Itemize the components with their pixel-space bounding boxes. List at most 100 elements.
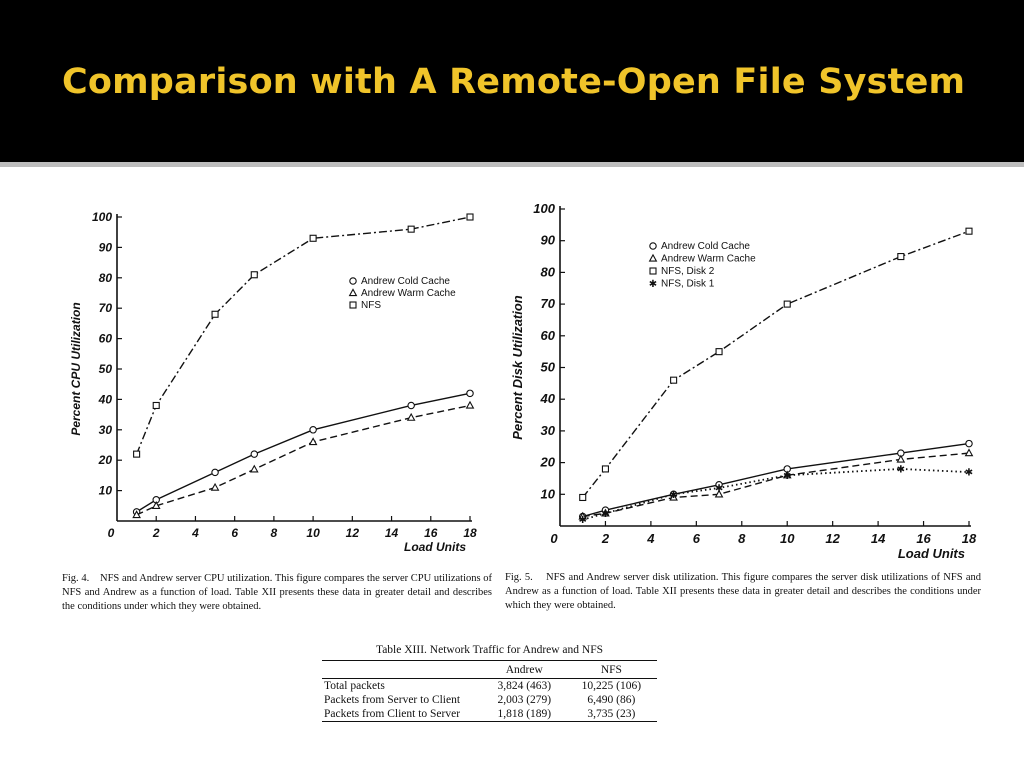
x-tick-label: 14 [385,526,399,540]
legend-entry: Andrew Warm Cache [661,254,756,265]
data-point [406,412,416,421]
x-tick-label: 16 [916,531,931,546]
data-point [649,267,657,275]
data-point [309,426,317,434]
figure-4-label: Fig. 4. [62,573,90,584]
table-row: Packets from Server to Client 2,003 (279… [322,693,657,707]
data-point [407,401,415,410]
table-cell: Packets from Client to Server [324,708,461,720]
data-point [211,310,219,318]
data-point [965,439,973,448]
data-point [152,401,160,410]
x-tick-label: 10 [780,531,795,546]
x-tick-label: 12 [825,531,840,546]
series-line [136,392,471,513]
x-tick-label: 0 [550,531,558,546]
data-point [601,465,609,473]
x-tick-label: 12 [346,526,360,540]
table-cell: 3,824 (463) [497,680,552,692]
data-point [309,234,317,242]
data-point [649,242,657,250]
y-tick-label: 40 [98,392,113,406]
y-tick-label: 20 [98,453,113,467]
table-title: Table XIII. Network Traffic for Andrew a… [375,644,604,656]
y-tick-label: 90 [541,233,556,248]
data-point [669,492,678,501]
data-point: ✱ [601,509,609,520]
slide-header: Comparison with A Remote-Open File Syste… [0,0,1024,162]
slide-title: Comparison with A Remote-Open File Syste… [62,62,966,102]
y-tick-label: 30 [541,423,556,438]
legend-entry: Andrew Cold Cache [361,276,450,287]
table-header-cell [322,660,483,679]
data-point [965,227,973,235]
data-point [407,225,415,233]
data-point [132,510,141,519]
y-axis-label: Percent CPU Utilization [69,302,83,435]
data-point: ✱ [649,279,657,290]
figure-4-text: NFS and Andrew server CPU utilization. T… [62,573,493,612]
table-header-cell: NFS [565,660,657,679]
data-point [465,400,475,409]
data-point [210,482,220,491]
x-tick-label: 18 [463,526,477,540]
legend-entry: Andrew Cold Cache [661,241,750,252]
figure-4-caption: Fig. 4. NFS and Andrew server CPU utiliz… [62,572,492,614]
x-axis-label: Load Units [898,546,965,561]
disk-utilization-chart: 10 20 30 40 50 60 70 80 90 100 0 2 4 6 8 10 12 14 16 18Load… [510,201,977,561]
y-tick-label: 70 [99,301,113,315]
y-tick-label: 90 [99,240,113,254]
legend-entry: Andrew Warm Cache [361,288,456,299]
data-point [250,450,259,458]
x-tick-label: 14 [871,531,886,546]
x-tick-label: 2 [152,526,160,540]
x-tick-label: 8 [738,531,746,546]
y-tick-label: 50 [99,362,113,376]
table-cell: 3,735 (23) [587,708,636,720]
data-point [466,213,474,221]
x-tick-label: 4 [191,526,199,540]
table-row: Packets from Client to Server 1,818 (189… [322,707,657,722]
y-tick-label: 10 [541,486,556,501]
y-tick-label: 100 [533,201,555,216]
x-tick-label: 0 [108,526,115,540]
data-point: ✱ [715,483,723,494]
data-point [133,450,141,458]
y-tick-label: 60 [541,328,556,343]
x-tick-label: 6 [231,526,238,540]
y-tick-label: 60 [99,332,113,346]
data-point [308,437,318,446]
y-tick-label: 50 [541,360,556,375]
table-cell: 1,818 (189) [497,708,552,720]
table-header-row: Andrew NFS [322,660,657,679]
x-tick-label: 4 [646,531,655,546]
x-tick-label: 18 [962,531,977,546]
data-point: ✱ [669,490,677,501]
data-point [349,301,357,309]
y-tick-label: 80 [99,271,113,285]
data-point: ✱ [783,471,791,482]
data-point [897,253,905,261]
cpu-utilization-chart: 10 20 30 40 50 60 70 80 90 100 0 2 4 6 8 10 12 14 16 18Load… [69,210,477,554]
figure-5-text: NFS and Andrew server disk utilization. … [505,572,982,611]
data-point [349,277,357,285]
data-point [466,389,474,398]
x-tick-label: 16 [424,526,438,540]
legend-entry: NFS [361,300,381,311]
data-point [348,288,358,297]
data-point [151,501,161,509]
data-point [670,376,678,384]
figure-5-caption: Fig. 5. NFS and Andrew server disk utili… [505,571,981,613]
table-cell: 2,003 (279) [497,694,552,706]
table-row: Total packets 3,824 (463) 10,225 (106) [322,679,657,694]
table-cell: 10,225 (106) [581,680,642,692]
series-line [582,452,970,518]
x-axis-label: Load Units [404,540,466,554]
y-tick-label: 70 [541,296,556,311]
series-line [582,230,970,498]
y-tick-label: 100 [92,210,112,224]
table-cell: 6,490 (86) [587,694,636,706]
header-divider [0,162,1024,167]
data-point [715,348,723,356]
series-line [136,404,471,516]
